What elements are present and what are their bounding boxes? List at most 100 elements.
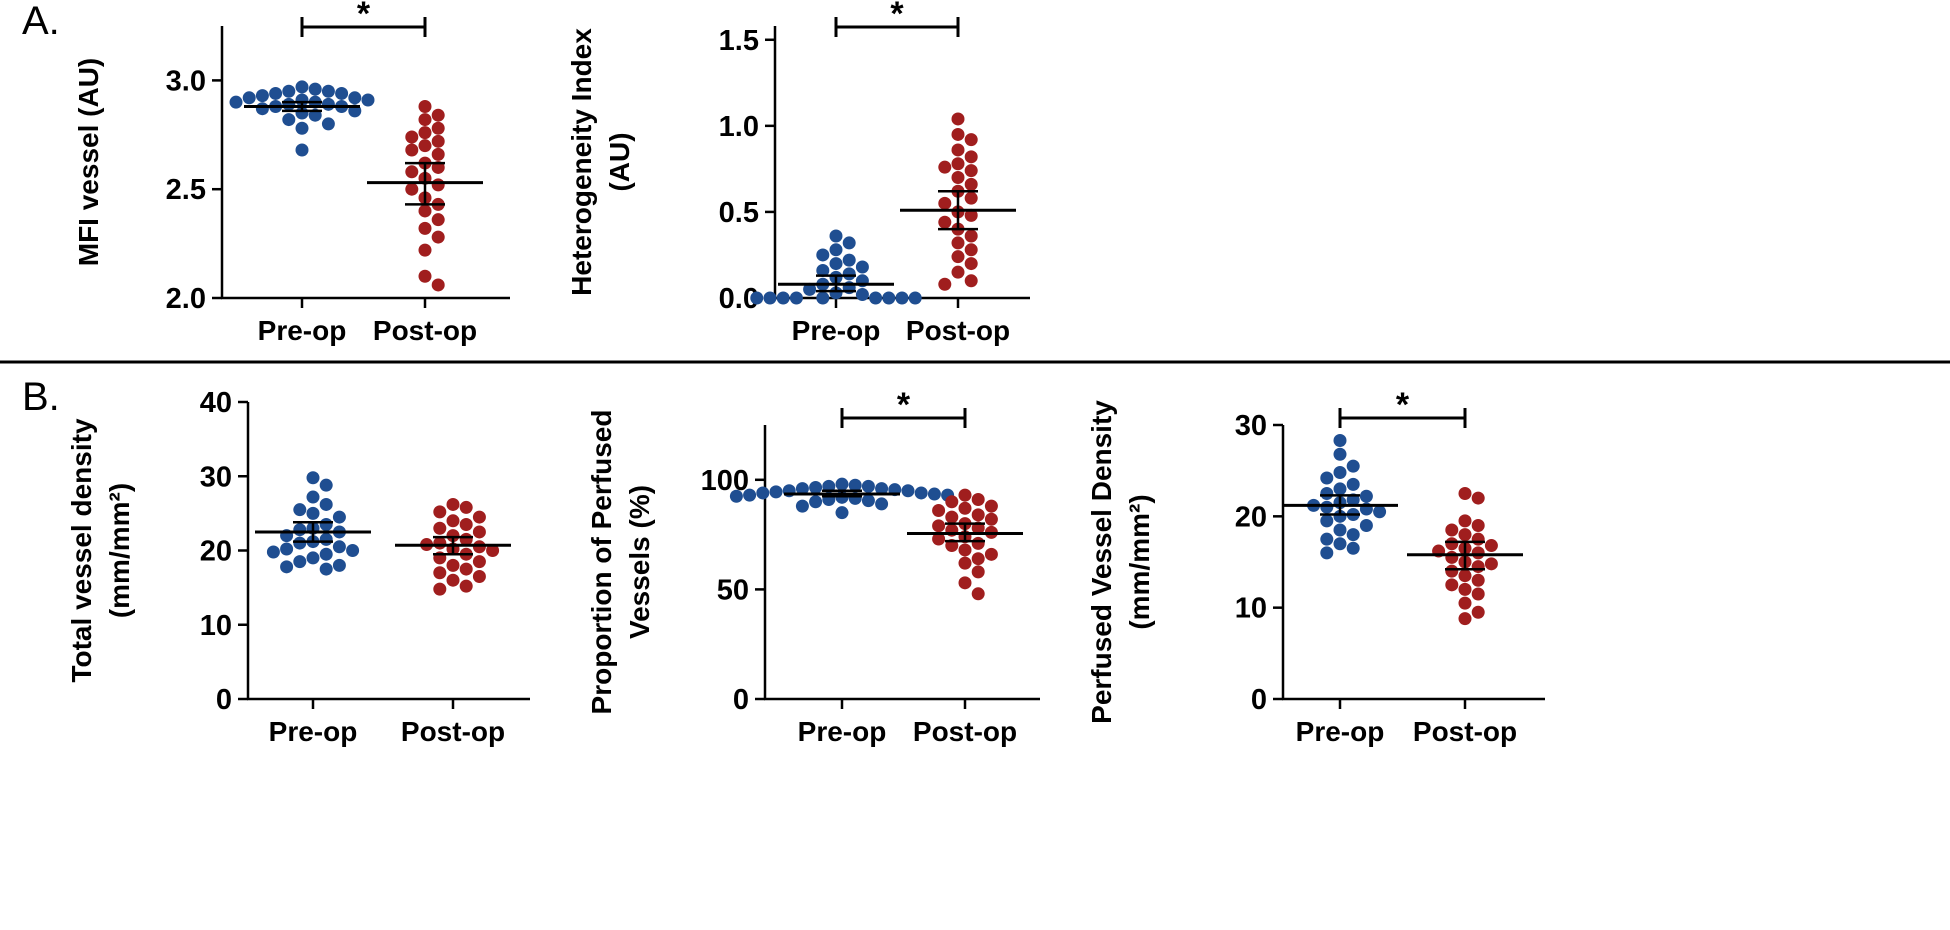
data-point-postop [964, 274, 978, 288]
charts-layer: 2.0 2.5 3.0 Pre-op Post-op MFI vessel (AU) * 0.… [66, 0, 1545, 747]
data-point-preop [293, 555, 307, 569]
x-category-label: Pre-op [798, 716, 887, 747]
y-axis-label: (mm/mm²) [104, 483, 135, 618]
data-point-postop [446, 497, 460, 511]
data-point-postop [964, 229, 978, 243]
data-point-preop [308, 82, 322, 96]
data-point-preop [1333, 537, 1347, 551]
data-point-postop [486, 544, 500, 557]
y-tick-label: 1.5 [719, 25, 759, 57]
data-point-postop [951, 112, 965, 126]
data-point-preop [319, 562, 333, 576]
data-point-preop [835, 477, 849, 491]
data-point-preop [855, 260, 869, 274]
data-point-postop [951, 265, 965, 279]
data-point-preop [829, 286, 843, 300]
y-tick-label: 2.5 [166, 174, 206, 206]
data-point-postop [459, 518, 473, 532]
data-point-preop [306, 490, 320, 504]
data-point-preop [1373, 505, 1387, 519]
y-tick-label: 20 [1235, 501, 1267, 533]
data-point-preop [829, 229, 843, 243]
data-point-preop [1346, 493, 1360, 507]
data-point-preop [895, 291, 909, 305]
data-point-preop [750, 291, 764, 305]
data-point-preop [1320, 487, 1334, 500]
y-tick-label: 30 [1235, 410, 1267, 442]
data-point-preop [242, 91, 256, 105]
data-point-preop [763, 291, 777, 305]
significance-star: * [897, 386, 911, 424]
data-point-preop [809, 480, 823, 494]
data-point-preop [1333, 434, 1347, 448]
data-point-preop [914, 486, 928, 500]
data-point-postop [1458, 569, 1472, 583]
data-point-preop [882, 291, 896, 305]
data-point-preop [306, 551, 320, 565]
y-axis-label: Proportion of Perfused [586, 410, 617, 715]
data-point-postop [958, 576, 972, 590]
data-point-preop [293, 536, 307, 550]
y-tick-label: 10 [1235, 593, 1267, 625]
data-point-preop [769, 485, 783, 499]
x-category-label: Pre-op [258, 315, 347, 346]
y-tick-label: 2.0 [166, 283, 206, 315]
y-tick-label: 10 [200, 610, 232, 642]
data-point-preop [255, 89, 269, 103]
data-point-postop [1471, 605, 1485, 619]
data-point-preop [332, 558, 346, 572]
data-point-postop [964, 208, 978, 222]
data-point-postop [951, 170, 965, 184]
data-point-preop [795, 482, 809, 496]
data-point-preop [306, 506, 320, 520]
data-point-preop [842, 253, 856, 267]
data-point-postop [459, 562, 473, 576]
data-point-postop [964, 150, 978, 164]
data-point-postop [951, 236, 965, 250]
data-point-postop [951, 157, 965, 171]
data-point-preop [1359, 518, 1373, 532]
data-point-preop [848, 478, 862, 492]
data-point-preop [1320, 514, 1334, 528]
y-tick-label: 0 [733, 684, 749, 716]
data-point-postop [446, 529, 460, 543]
data-point-preop [293, 523, 307, 537]
data-point-postop [459, 579, 473, 593]
data-point-preop [229, 95, 243, 109]
y-tick-label: 20 [200, 536, 232, 568]
panel-letter-b: B. [22, 375, 60, 419]
data-point-postop [1445, 564, 1459, 578]
data-point-preop [729, 489, 743, 503]
x-category-label: Post-op [1413, 716, 1517, 747]
data-point-preop [789, 291, 803, 305]
chart-1: 2.0 2.5 3.0 Pre-op Post-op MFI vessel (AU) * [73, 0, 510, 346]
data-point-postop [964, 257, 978, 271]
y-axis-label: Perfused Vessel Density [1086, 400, 1117, 724]
data-point-postop [932, 503, 946, 517]
data-point-postop [1458, 514, 1472, 528]
data-point-postop [964, 133, 978, 147]
data-point-preop [743, 488, 757, 502]
data-point-preop [1359, 489, 1373, 503]
data-point-postop [971, 587, 985, 601]
y-axis-label: (mm/mm²) [1124, 494, 1155, 629]
data-point-postop [938, 277, 952, 291]
data-point-preop [1333, 447, 1347, 461]
data-point-preop [346, 544, 360, 557]
data-point-preop [829, 257, 843, 271]
data-point-preop [348, 91, 362, 105]
x-category-label: Pre-op [269, 716, 358, 747]
y-tick-label: 0 [216, 684, 232, 716]
data-point-preop [269, 86, 283, 100]
y-tick-label: 0.5 [719, 197, 759, 229]
data-point-preop [319, 547, 333, 561]
data-point-postop [971, 508, 985, 522]
data-point-postop [1458, 582, 1472, 596]
data-point-postop [1445, 550, 1459, 564]
data-point-preop [332, 540, 346, 554]
data-point-postop [1471, 587, 1485, 601]
data-point-preop [1333, 509, 1347, 523]
data-point-postop [472, 510, 486, 524]
data-point-postop [431, 278, 445, 292]
